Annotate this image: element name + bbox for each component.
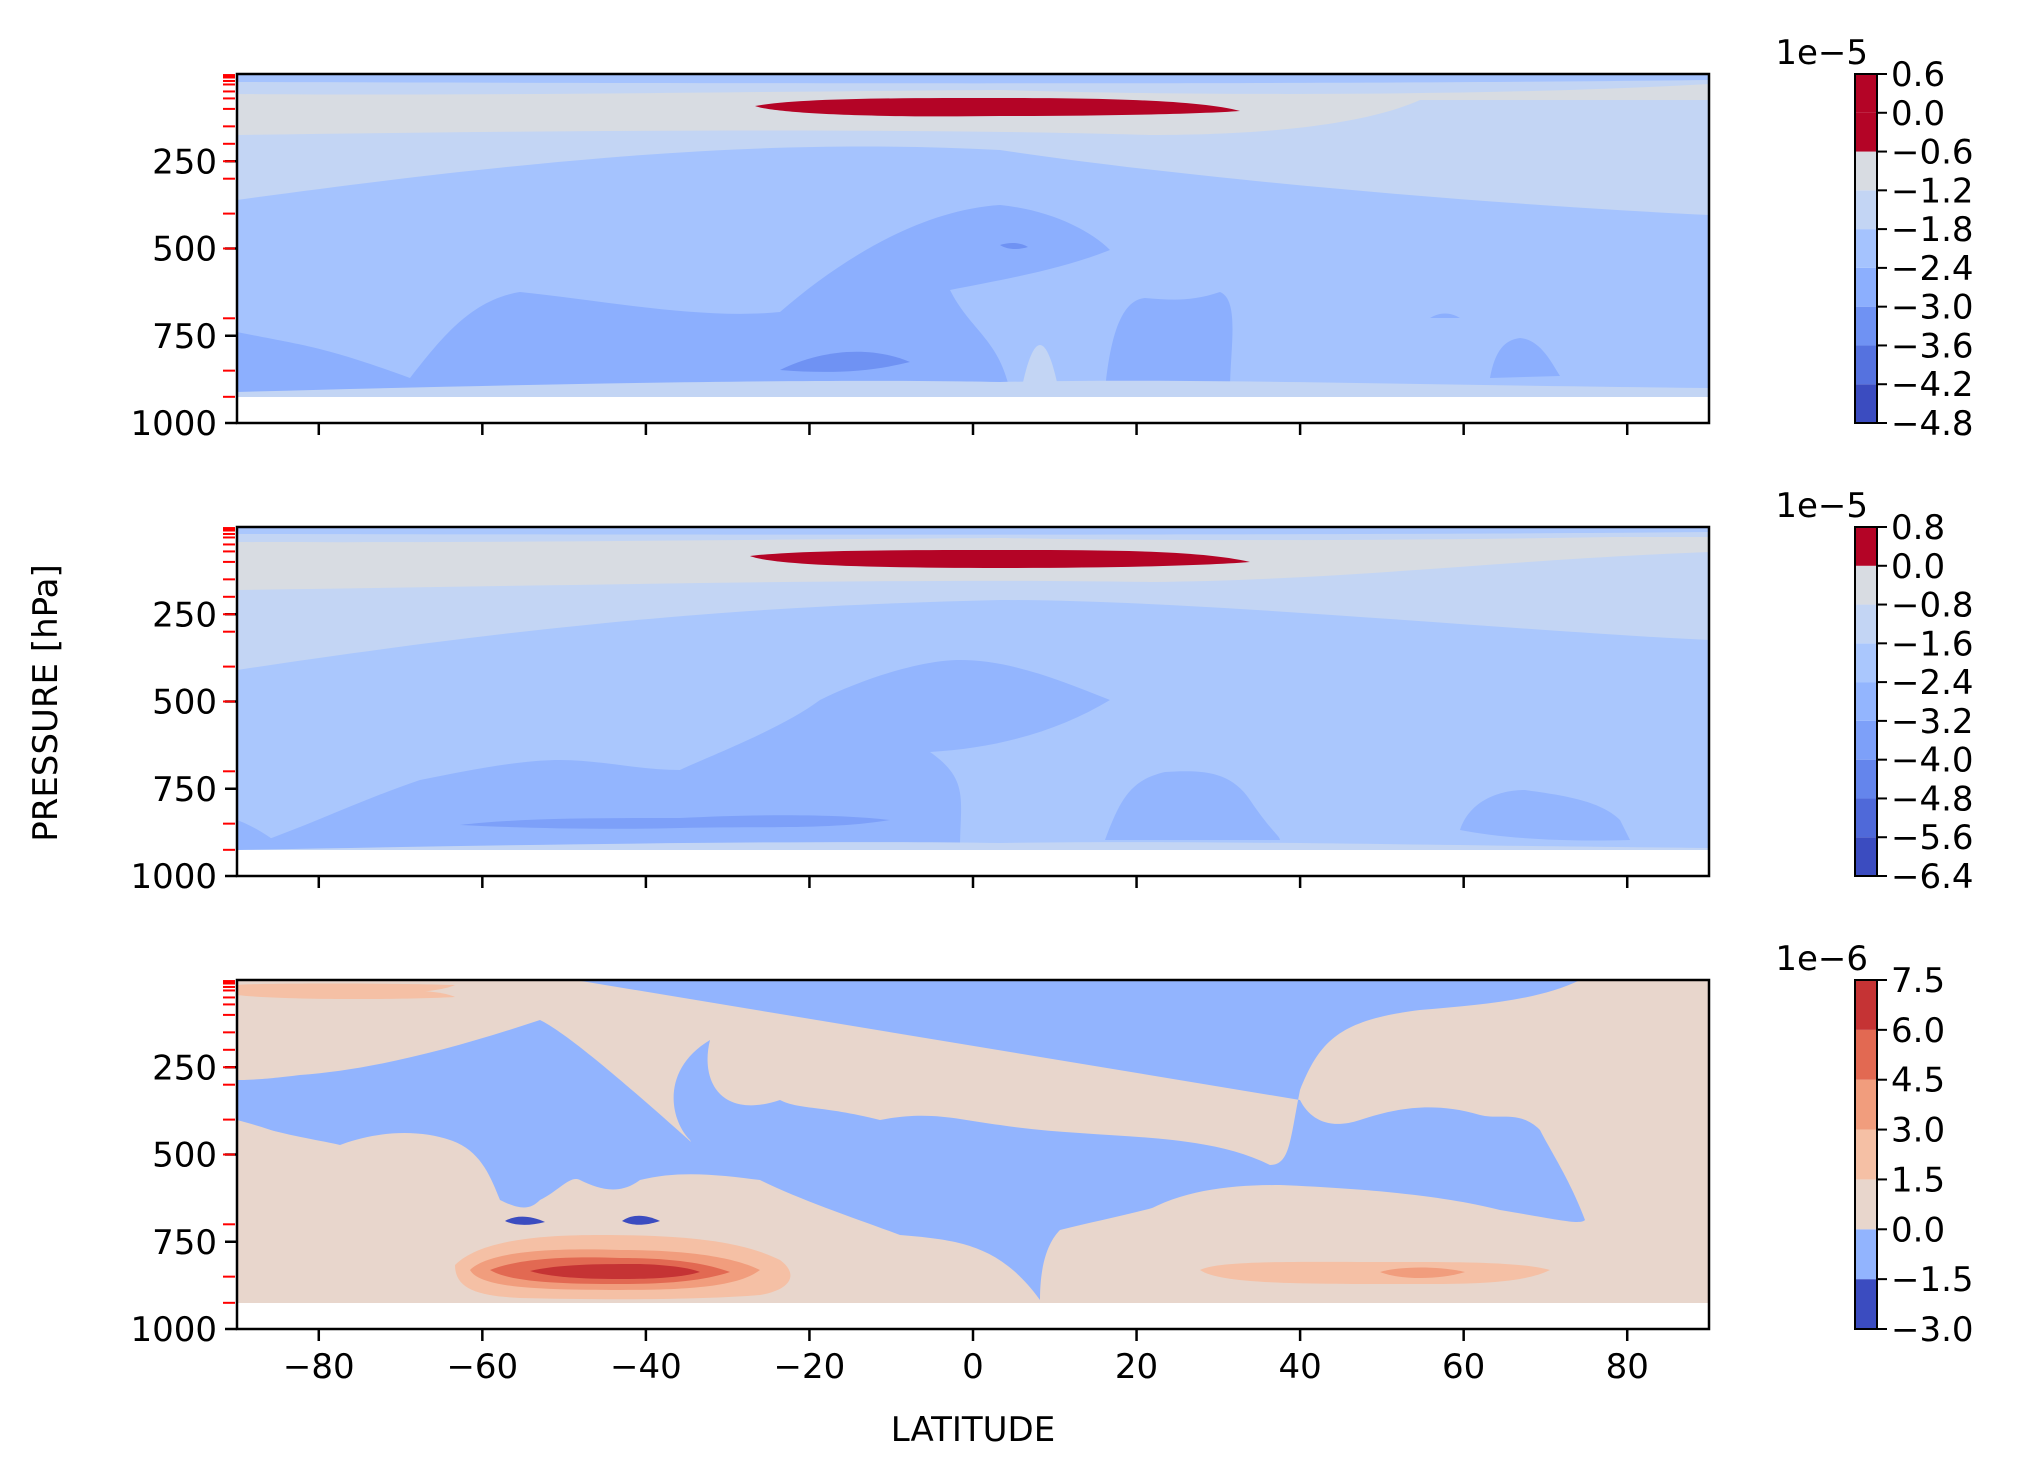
colorbar-tick-label: −4.8 — [1891, 779, 1974, 819]
colorbar-tick-label: −3.0 — [1891, 288, 1974, 328]
y-tick-label: 1000 — [130, 1310, 217, 1350]
colorbar-band — [1855, 112, 1877, 152]
contour-fill-bottom — [237, 980, 1709, 1329]
colorbar-tick-label: 0.0 — [1891, 547, 1945, 587]
y-tick-label: 750 — [152, 770, 217, 810]
colorbar-band — [1855, 1179, 1877, 1230]
colorbar-tick-label: −2.4 — [1891, 249, 1974, 289]
colorbar-band — [1855, 151, 1877, 191]
y-tick-label: 250 — [152, 142, 217, 182]
x-tick-label: −40 — [610, 1347, 682, 1387]
x-tick-label: 60 — [1442, 1347, 1485, 1387]
colorbar-tick-label: −3.0 — [1891, 1310, 1974, 1350]
colorbar-band — [1855, 74, 1877, 113]
colorbar-band — [1855, 565, 1877, 605]
y-tick-label: 500 — [152, 230, 217, 270]
colorbar-offset-label: 1e−5 — [1775, 33, 1868, 73]
colorbar-band — [1855, 1279, 1877, 1329]
colorbar-band — [1855, 267, 1877, 307]
colorbar-band — [1855, 759, 1877, 799]
colorbar-tick-label: 7.5 — [1891, 961, 1945, 1001]
contour-panel-top — [235, 72, 1711, 425]
x-tick-label: −80 — [283, 1347, 355, 1387]
colorbar-band — [1855, 980, 1877, 1030]
colorbar-tick-label: 4.5 — [1891, 1061, 1945, 1101]
y-tick-label: 250 — [152, 595, 217, 635]
colorbar-offset-label: 1e−6 — [1775, 939, 1868, 979]
colorbar-tick-label: 0.0 — [1891, 94, 1945, 134]
colorbar-tick-label: 6.0 — [1891, 1011, 1945, 1051]
colorbar-tick-label: −5.6 — [1891, 818, 1974, 858]
colorbar-tick-label: −4.8 — [1891, 404, 1974, 444]
colorbar-tick-label: 0.8 — [1891, 508, 1945, 548]
x-tick-label: 20 — [1115, 1347, 1158, 1387]
y-tick-label: 1000 — [130, 404, 217, 444]
colorbar-tick-label: −2.4 — [1891, 663, 1974, 703]
colorbar-tick-label: −4.0 — [1891, 741, 1974, 781]
contour-fill-top — [237, 74, 1709, 423]
x-tick-label: 40 — [1278, 1347, 1321, 1387]
y-tick-label: 250 — [152, 1048, 217, 1088]
colorbar-band — [1855, 682, 1877, 721]
colorbar-band — [1855, 1029, 1877, 1080]
colorbar-tick-label: −3.2 — [1891, 702, 1974, 742]
colorbar-frame — [1854, 979, 1878, 1330]
colorbar-band — [1855, 384, 1877, 423]
colorbar-tick-label: −0.8 — [1891, 586, 1974, 626]
colorbar-tick-label: −0.6 — [1891, 133, 1974, 173]
y-tick-label: 750 — [152, 317, 217, 357]
colorbar-band — [1855, 306, 1877, 346]
colorbar-band — [1855, 1079, 1877, 1130]
colorbar-band — [1855, 604, 1877, 644]
colorbar-tick-label: 1.5 — [1891, 1160, 1945, 1200]
y-tick-label: 500 — [152, 683, 217, 723]
colorbar-band — [1855, 643, 1877, 683]
colorbar-0: 0.60.0−0.6−1.2−1.8−2.4−3.0−3.6−4.2−4.8 1e… — [1775, 33, 1973, 444]
colorbar-band — [1855, 1229, 1877, 1280]
y-tick-label: 750 — [152, 1223, 217, 1263]
colorbar-tick-label: −4.2 — [1891, 365, 1974, 405]
colorbar-tick-label: −1.2 — [1891, 171, 1974, 211]
x-axis-label: LATITUDE — [891, 1410, 1055, 1450]
colorbar-band — [1855, 345, 1877, 385]
colorbar-tick-label: −3.6 — [1891, 326, 1974, 366]
colorbar-frame — [1854, 73, 1878, 424]
colorbar-band — [1855, 229, 1877, 268]
colorbar-tick-label: 0.6 — [1891, 55, 1945, 95]
y-tick-label: 1000 — [130, 857, 217, 897]
colorbar-band — [1855, 190, 1877, 230]
x-tick-label: 80 — [1606, 1347, 1649, 1387]
colorbar-tick-label: 3.0 — [1891, 1111, 1945, 1151]
colorbar-band — [1855, 720, 1877, 760]
colorbar-layer: 0.60.0−0.6−1.2−1.8−2.4−3.0−3.6−4.2−4.81e… — [1775, 33, 1973, 1350]
colorbar-band — [1855, 1129, 1877, 1180]
colorbar-frame — [1854, 526, 1878, 877]
colorbar-1: 0.80.0−0.8−1.6−2.4−3.2−4.0−4.8−5.6−6.4 1e… — [1775, 486, 1973, 897]
colorbar-tick-label: −1.8 — [1891, 210, 1974, 250]
colorbar-2: 7.5 6.0 4.5 3.0 1.5 0.0 −1.5 −3.0 1e−6 — [1775, 939, 1973, 1350]
contour-fill-middle — [237, 527, 1709, 876]
x-tick-label: −20 — [774, 1347, 846, 1387]
x-tick-label: 0 — [962, 1347, 984, 1387]
y-axis-label: PRESSURE [hPa] — [26, 564, 66, 841]
colorbar-tick-label: −6.4 — [1891, 857, 1974, 897]
colorbar-band — [1855, 527, 1877, 566]
axes-layer: 250 500 750 1000 250 500 750 1000 250 500 750 1000 −… — [130, 74, 1649, 1387]
y-tick-label: 500 — [152, 1136, 217, 1176]
colorbar-band — [1855, 837, 1877, 876]
colorbar-tick-label: −1.5 — [1891, 1260, 1974, 1300]
colorbar-offset-label: 1e−5 — [1775, 486, 1868, 526]
colorbar-tick-label: 0.0 — [1891, 1210, 1945, 1250]
contour-panel-bottom — [235, 978, 1711, 1331]
colorbar-band — [1855, 798, 1877, 838]
x-tick-label: −60 — [446, 1347, 518, 1387]
colorbar-tick-label: −1.6 — [1891, 624, 1974, 664]
contour-panel-middle — [235, 525, 1711, 878]
